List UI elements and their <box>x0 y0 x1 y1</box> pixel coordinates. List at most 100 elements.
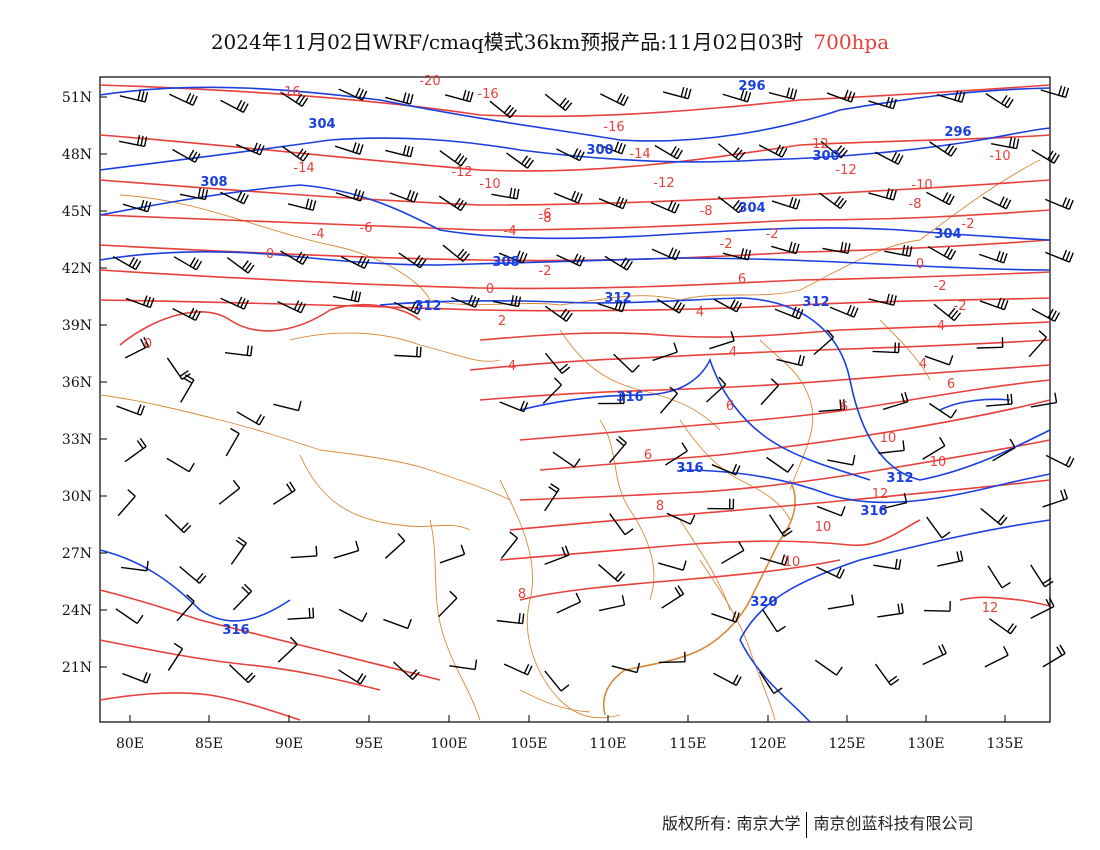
wind-barb <box>766 456 795 473</box>
wind-barb <box>277 636 298 663</box>
wind-barb <box>926 191 955 206</box>
wind-barb <box>986 393 1013 407</box>
wind-barb <box>717 196 746 214</box>
wind-barb <box>816 566 845 579</box>
wind-barb <box>758 144 788 158</box>
wind-barb <box>652 342 678 362</box>
temperature-contour-label: -10 <box>911 178 932 193</box>
temperature-contour-label: 12 <box>982 601 999 616</box>
wind-barb <box>438 195 467 212</box>
latitude-axis: 51N 48N 45N 42N 39N 36N 33N 30N 27N 24N 21N <box>62 90 107 676</box>
wind-barb <box>656 298 686 314</box>
wind-barb <box>820 140 848 159</box>
pressure-level: 700hpa <box>813 30 890 54</box>
wind-barb <box>280 91 309 107</box>
wind-barb <box>438 590 458 618</box>
height-labels: 296 296 300 300 304 304 304 308 308 312 312 312 312 3… <box>200 79 971 638</box>
lon-tick-label: 135E <box>987 736 1024 752</box>
temperature-contour-label: -12 <box>807 137 828 152</box>
wind-barb <box>179 188 209 201</box>
wind-barb <box>498 250 528 264</box>
wind-barb <box>116 404 146 416</box>
wind-barb <box>722 89 752 103</box>
wind-barb <box>771 197 801 210</box>
wind-barb <box>929 141 958 157</box>
height-contour-label: 300 <box>586 143 613 158</box>
wind-barb <box>220 99 249 114</box>
wind-barb <box>389 189 419 203</box>
wind-barb <box>774 306 804 320</box>
wind-barb <box>829 304 859 318</box>
height-contour-label: 316 <box>860 504 887 519</box>
map-title: 2024年11月02日WRF/cmaq模式36km预报产品:11月02日03时 7… <box>0 26 1100 55</box>
wind-barb <box>503 663 533 676</box>
wind-barb <box>982 196 1012 210</box>
wind-barb <box>335 188 365 202</box>
temperature-labels: -20-16 -16-16-14-14-12-12-12-12 -10-10-10-… <box>144 74 1011 616</box>
wind-barb <box>722 248 752 261</box>
wind-barb <box>272 481 296 505</box>
wind-barb <box>662 86 692 100</box>
wind-barb <box>872 342 900 354</box>
wind-barb <box>658 560 687 571</box>
temperature-contour-label: -14 <box>293 161 314 176</box>
wind-barb <box>1040 85 1070 99</box>
wind-barb <box>611 662 641 674</box>
wind-barb <box>439 544 466 564</box>
wind-barb <box>987 565 1011 589</box>
wind-barb <box>491 187 520 200</box>
wind-barb <box>989 618 1017 635</box>
temperature-contour-label: 4 <box>696 305 704 320</box>
wind-barb <box>556 592 581 614</box>
wind-barb <box>164 513 192 534</box>
wind-barb <box>439 150 468 167</box>
wind-barb <box>220 191 249 205</box>
wind-barb <box>597 299 627 313</box>
wind-barb <box>179 565 207 584</box>
wind-barb <box>1045 454 1075 468</box>
wind-barb <box>711 463 741 476</box>
height-contour-label: 312 <box>802 295 829 310</box>
wind-barb <box>924 601 951 612</box>
wind-barb <box>224 345 253 357</box>
wind-barb <box>598 393 625 405</box>
lat-tick-label: 36N <box>62 375 92 391</box>
wind-barb <box>1045 249 1074 263</box>
lon-tick-label: 120E <box>750 736 787 752</box>
wind-barbs-layer <box>112 85 1075 695</box>
wind-barb <box>826 89 856 103</box>
temperature-contour-label: -8 <box>700 204 713 219</box>
wind-barb <box>868 188 897 201</box>
height-contour-label: 312 <box>886 471 913 486</box>
wind-barb <box>598 196 628 210</box>
wind-barb <box>442 244 470 263</box>
temperature-contour-label: 6 <box>726 399 734 414</box>
lat-tick-label: 30N <box>62 489 92 505</box>
wind-barb <box>290 545 318 559</box>
temperature-contour-label: -8 <box>909 197 922 212</box>
wind-barb <box>1030 564 1054 588</box>
wind-barb <box>544 545 570 565</box>
wind-barb <box>340 255 370 269</box>
wind-barb <box>333 540 360 559</box>
wind-barb <box>120 560 149 572</box>
temperature-contour-label: -8 <box>539 211 552 226</box>
temperature-contour-label: -6 <box>539 207 552 222</box>
wind-barb <box>544 305 573 322</box>
wind-barb <box>661 585 685 609</box>
temperature-contour-label: 6 <box>644 448 652 463</box>
lat-tick-label: 21N <box>62 660 92 676</box>
wind-barb <box>666 512 696 525</box>
temperature-contour-label: -4 <box>504 224 517 239</box>
temperature-contour-label: -2 <box>962 217 975 232</box>
wind-barb <box>119 90 149 103</box>
temperature-contour-label: 6 <box>738 272 746 287</box>
wind-barb <box>1042 488 1068 508</box>
wind-barb <box>985 93 1014 109</box>
lon-tick-label: 110E <box>590 736 627 752</box>
wind-barb <box>868 293 897 306</box>
height-contour-label: 312 <box>604 291 631 306</box>
temperature-contour-label: -2 <box>720 237 733 252</box>
wind-barb <box>813 329 835 356</box>
wind-barb <box>226 256 255 274</box>
